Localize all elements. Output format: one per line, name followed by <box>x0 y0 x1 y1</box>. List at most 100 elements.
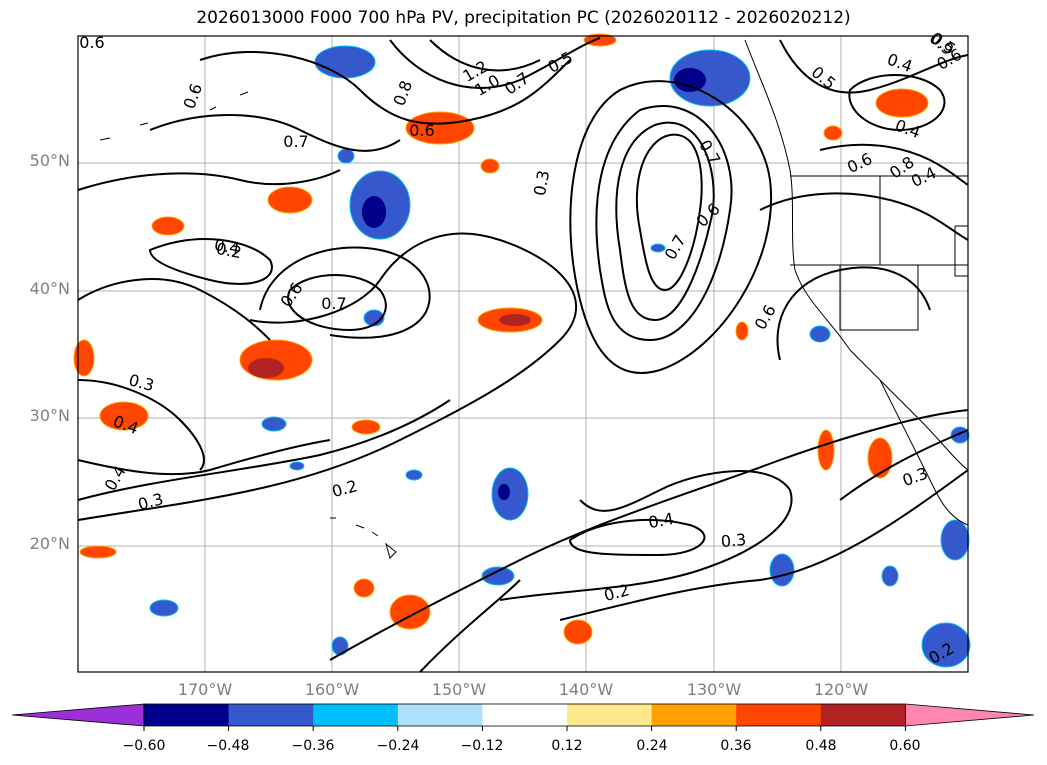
colorbar-outline <box>143 703 906 727</box>
precip-negative-blob <box>940 519 970 561</box>
precip-positive-blob <box>353 578 375 598</box>
precip-positive-blob <box>79 545 117 559</box>
lon-label-150w: 150°W <box>431 680 487 699</box>
pv-contour-line <box>419 579 521 673</box>
precip-negative-blob <box>149 599 179 617</box>
hawaii-islands <box>330 517 397 559</box>
colorbar-tick-label: 0.60 <box>889 738 921 754</box>
lon-label-140w: 140°W <box>558 680 614 699</box>
precip-positive-blob <box>99 401 149 431</box>
pv-contour-line <box>776 266 931 361</box>
precip-positive-blob <box>817 429 835 471</box>
contour-label: 0.2 <box>330 476 360 501</box>
precip-positive-blob <box>867 437 893 479</box>
lon-label-130w: 130°W <box>686 680 742 699</box>
pv-contour-line <box>148 238 273 285</box>
aleutian-islands <box>99 91 249 141</box>
precip-negative-core <box>362 196 386 228</box>
colorbar-tick-label: 0.12 <box>551 738 583 754</box>
colorbar-segment <box>397 704 483 726</box>
pv-contour-line <box>77 278 271 341</box>
pv-contour-line <box>635 133 703 292</box>
contour-labels: 0.60.6 0.80.71.21.00.70.50.60.70.60.40.6 0… <box>79 28 965 667</box>
precip-positive-core <box>248 358 284 378</box>
lat-label-50n: 50°N <box>29 151 70 170</box>
precip-positive-blob <box>583 33 617 47</box>
precip-negative-blob <box>809 325 831 343</box>
precip-positive-blob <box>151 216 185 236</box>
colorbar-extend-max <box>905 703 1035 727</box>
contour-label: 0.3 <box>136 489 166 514</box>
contour-label: 0.8 <box>390 78 417 108</box>
precip-negative-blob <box>314 45 376 79</box>
pv-contour-line <box>819 143 969 186</box>
precip-negative-blob <box>769 553 795 587</box>
pv-contour-line <box>499 470 793 601</box>
pv-contour-line <box>559 469 969 621</box>
pv-contour-line <box>759 192 969 241</box>
contour-label: 0.6 <box>844 149 875 177</box>
pv-contour-line <box>429 39 541 72</box>
colorbar-tick-label: −0.12 <box>460 738 504 754</box>
colorbar-segment <box>144 704 230 726</box>
state-border <box>839 265 919 331</box>
lon-label-170w: 170°W <box>177 680 233 699</box>
colorbar-extend-min <box>11 703 145 727</box>
colorbar-tick-label: 0.48 <box>805 738 837 754</box>
contour-label: 0.7 <box>283 132 308 151</box>
pv-contour-line <box>839 429 969 501</box>
contour-label: 0.4 <box>213 235 241 258</box>
pv-contour-line <box>77 439 331 476</box>
contour-label: 0.6 <box>276 279 306 311</box>
pv-contour-line <box>77 232 578 521</box>
contour-label: 0.6 <box>751 301 780 333</box>
pv-contour-line <box>77 169 341 191</box>
colorbar-tick-label: −0.24 <box>376 738 420 754</box>
pv-contour-line <box>389 37 601 89</box>
lon-label-120w: 120°W <box>813 680 869 699</box>
pv-contour-line <box>329 409 969 661</box>
precipitation-shading <box>73 33 971 668</box>
colorbar <box>11 703 1035 731</box>
precip-positive-blob <box>875 88 929 118</box>
lat-label-40n: 40°N <box>29 279 70 298</box>
precip-negative-blob <box>289 461 305 471</box>
pv-contour-line <box>615 121 715 322</box>
precip-positive-blob <box>351 419 381 435</box>
coastline <box>99 39 969 559</box>
colorbar-tick-label: 0.24 <box>636 738 668 754</box>
precip-negative-blob <box>881 565 899 587</box>
pv-contour-line <box>848 74 946 132</box>
contour-label: 0.5 <box>808 62 840 93</box>
precip-positive-core <box>499 314 531 326</box>
colorbar-segment <box>736 704 822 726</box>
precip-positive-blob <box>823 125 843 141</box>
contour-label: 0.4 <box>885 50 915 77</box>
precip-negative-blob <box>405 469 423 481</box>
contour-label: 0.2 <box>215 239 243 262</box>
colorbar-segment <box>228 704 314 726</box>
north-america-coast <box>744 39 969 471</box>
precip-negative-blob <box>481 566 515 586</box>
precip-negative-blob <box>650 243 666 253</box>
pv-contour-line <box>259 246 431 339</box>
colorbar-tick-label: −0.48 <box>206 738 250 754</box>
contour-label: 0.4 <box>893 116 923 143</box>
pv-contour-line <box>595 105 733 342</box>
colorbar-segment <box>482 704 568 726</box>
pv-contour-line <box>287 274 387 332</box>
precip-negative-blob <box>921 622 971 668</box>
precip-positive-blob <box>735 321 749 341</box>
contour-label: 0.3 <box>720 530 747 551</box>
precip-negative-core <box>498 484 510 500</box>
colorbar-segment <box>313 704 399 726</box>
contour-label: 0.6 <box>180 81 207 111</box>
colorbar-tick-label: −0.36 <box>291 738 335 754</box>
contour-label: 0.7 <box>661 231 690 263</box>
contour-label: 0.2 <box>602 580 632 605</box>
precip-positive-blob <box>563 619 593 645</box>
pv-contour-line <box>77 379 205 471</box>
pv-contour-line <box>568 519 706 557</box>
colorbar-tick-label: −0.60 <box>122 738 166 754</box>
